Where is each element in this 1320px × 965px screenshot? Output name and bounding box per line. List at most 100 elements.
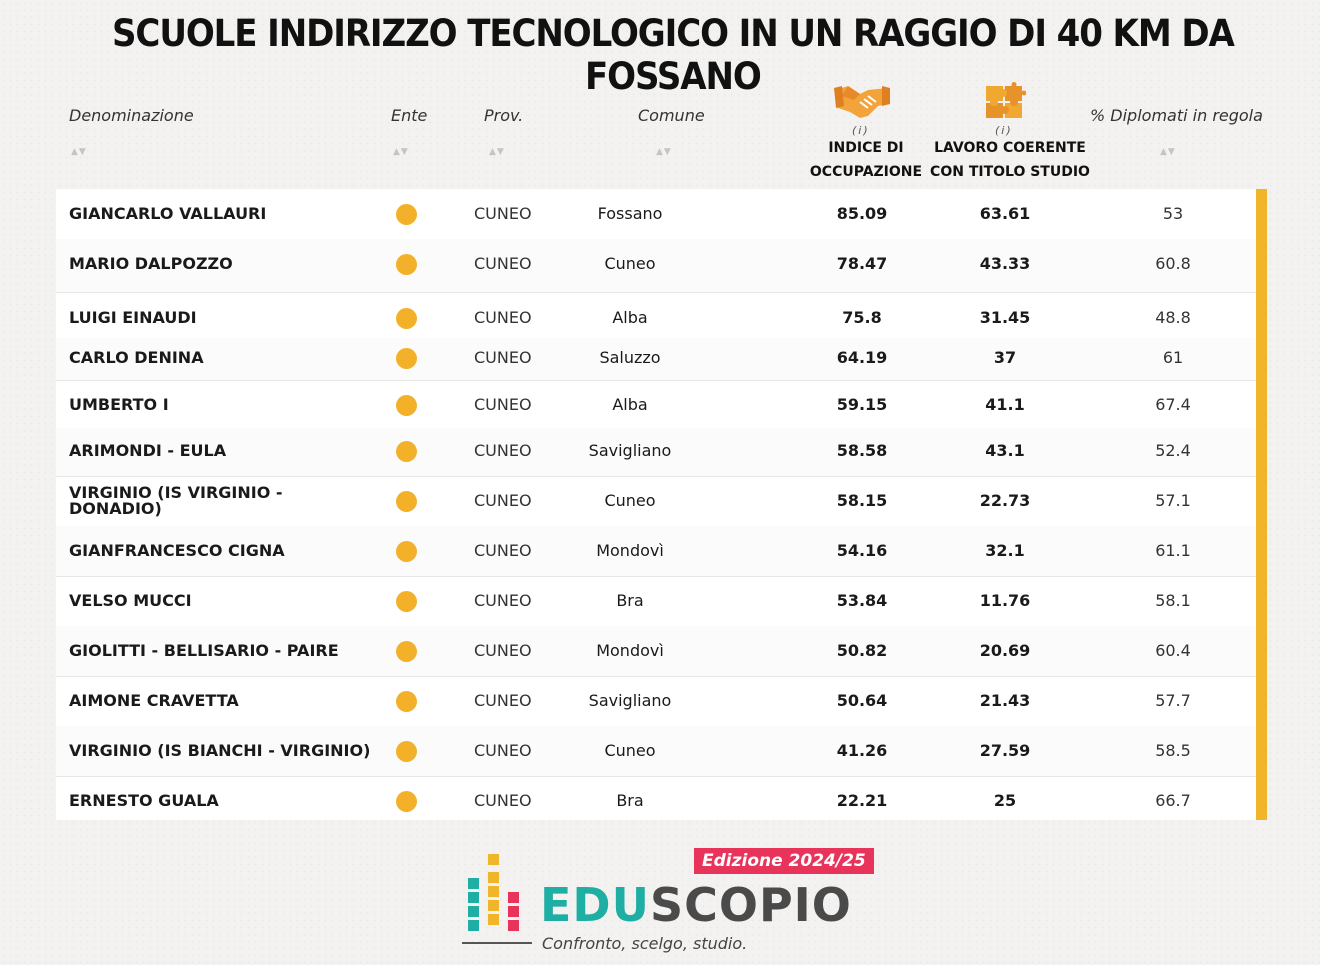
- province: CUNEO: [474, 791, 532, 810]
- ente-dot-icon: [396, 591, 417, 612]
- indice-occupazione-text: 50.82: [836, 641, 888, 660]
- diplomati-in-regola-text: 61: [1162, 348, 1184, 367]
- province-text: CUNEO: [474, 441, 532, 460]
- province: CUNEO: [474, 441, 532, 460]
- school-name[interactable]: CARLO DENINA: [69, 348, 204, 367]
- lavoro-coerente-text: 63.61: [979, 204, 1031, 223]
- school-name-text: LUIGI EINAUDI: [69, 308, 197, 327]
- sort-arrows-icon[interactable]: ▲▼: [1160, 147, 1176, 157]
- diplomati-in-regola-text: 52.4: [1155, 441, 1191, 460]
- school-name[interactable]: GIANFRANCESCO CIGNA: [69, 541, 285, 560]
- school-name-text: GIANCARLO VALLAURI: [69, 204, 267, 223]
- handshake-icon: [834, 82, 890, 126]
- column-header-ente[interactable]: Ente: [391, 106, 428, 125]
- diplomati-in-regola-text: 57.7: [1155, 691, 1191, 710]
- ente-dot-icon: [396, 691, 417, 712]
- column-header-occupazione-line2: OCCUPAZIONE: [809, 164, 923, 180]
- comune-text: Bra: [616, 791, 644, 810]
- indice-occupazione-text: 75.8: [842, 308, 882, 327]
- school-name-text: CARLO DENINA: [69, 348, 204, 367]
- province: CUNEO: [474, 691, 532, 710]
- brand-part-edu: EDU: [540, 878, 650, 932]
- table-row[interactable]: AIMONE CRAVETTA CUNEO Savigliano 50.64 21.43…: [56, 676, 1256, 727]
- comune-text: Saluzzo: [599, 348, 661, 367]
- diplomati-in-regola-text: 57.1: [1155, 491, 1191, 510]
- eduscopio-logo: Edizione 2024/25 EDUSCOPIO Confronto, sc…: [456, 848, 876, 958]
- table-row[interactable]: ERNESTO GUALA CUNEO Bra 22.21 25 66.7: [56, 776, 1256, 820]
- sort-arrows-icon[interactable]: ▲▼: [71, 147, 87, 157]
- indice-occupazione-text: 78.47: [836, 254, 888, 273]
- school-name[interactable]: MARIO DALPOZZO: [69, 254, 233, 273]
- province: CUNEO: [474, 491, 532, 510]
- table-row[interactable]: ARIMONDI - EULA CUNEO Savigliano 58.58 43.1 5…: [56, 428, 1256, 477]
- school-name-text: ERNESTO GUALA: [69, 791, 219, 810]
- comune-text: Alba: [612, 395, 648, 414]
- ente-dot-icon: [396, 791, 417, 812]
- diplomati-in-regola-text: 53: [1162, 204, 1184, 223]
- diplomati-in-regola-text: 67.4: [1155, 395, 1191, 414]
- table-row[interactable]: VIRGINIO (IS VIRGINIO - DONADIO) CUNEO Cun…: [56, 476, 1256, 527]
- table-row[interactable]: GIOLITTI - BELLISARIO - PAIRE CUNEO Mondov…: [56, 626, 1256, 677]
- school-name-text: GIOLITTI - BELLISARIO - PAIRE: [69, 641, 339, 660]
- province: CUNEO: [474, 395, 532, 414]
- school-name-text: GIANFRANCESCO CIGNA: [69, 541, 285, 560]
- table-row[interactable]: GIANFRANCESCO CIGNA CUNEO Mondovì 54.16 32.1…: [56, 526, 1256, 577]
- table-row[interactable]: GIANCARLO VALLAURI CUNEO Fossano 85.09 63.61…: [56, 189, 1256, 240]
- province-text: CUNEO: [474, 791, 532, 810]
- province-text: CUNEO: [474, 308, 532, 327]
- schools-table: GIANCARLO VALLAURI CUNEO Fossano 85.09 63.61…: [56, 189, 1256, 820]
- indice-occupazione-text: 85.09: [836, 204, 888, 223]
- ente-dot-icon: [396, 254, 417, 275]
- info-icon[interactable]: (i): [852, 124, 870, 137]
- province: CUNEO: [474, 204, 532, 223]
- column-header-diplomati[interactable]: % Diplomati in regola: [1090, 106, 1263, 125]
- school-name-text: VIRGINIO (IS VIRGINIO - DONADIO): [69, 483, 283, 518]
- column-header-occupazione[interactable]: INDICE DI OCCUPAZIONE: [808, 136, 924, 184]
- ente-dot-icon: [396, 308, 417, 329]
- lavoro-coerente-text: 27.59: [979, 741, 1031, 760]
- school-name[interactable]: VELSO MUCCI: [69, 591, 192, 610]
- table-row[interactable]: VIRGINIO (IS BIANCHI - VIRGINIO) CUNEO Cun…: [56, 726, 1256, 777]
- column-header-lavoro[interactable]: LAVORO COERENTE CON TITOLO STUDIO: [930, 136, 1090, 184]
- table-row[interactable]: CARLO DENINA CUNEO Saluzzo 64.19 37 61: [56, 338, 1256, 381]
- ente-dot-icon: [396, 641, 417, 662]
- sort-arrows-icon[interactable]: ▲▼: [656, 147, 672, 157]
- column-header-lavoro-line1: LAVORO COERENTE: [934, 140, 1086, 156]
- school-name[interactable]: GIANCARLO VALLAURI: [69, 204, 266, 223]
- column-header-denominazione[interactable]: Denominazione: [69, 106, 194, 125]
- school-name[interactable]: UMBERTO I: [69, 395, 169, 414]
- school-name[interactable]: VIRGINIO (IS VIRGINIO - DONADIO): [69, 485, 284, 517]
- school-name-text: AIMONE CRAVETTA: [69, 691, 239, 710]
- table-row[interactable]: LUIGI EINAUDI CUNEO Alba 75.8 31.45 48.8: [56, 292, 1256, 338]
- school-name[interactable]: LUIGI EINAUDI: [69, 308, 197, 327]
- indice-occupazione-text: 54.16: [836, 541, 888, 560]
- school-name[interactable]: ERNESTO GUALA: [69, 791, 219, 810]
- ente-dot-icon: [396, 441, 417, 462]
- table-row[interactable]: UMBERTO I CUNEO Alba 59.15 41.1 67.4: [56, 380, 1256, 429]
- school-name[interactable]: GIOLITTI - BELLISARIO - PAIRE: [69, 641, 339, 660]
- sort-arrows-icon[interactable]: ▲▼: [489, 147, 505, 157]
- column-header-comune[interactable]: Comune: [638, 106, 705, 125]
- school-name[interactable]: ARIMONDI - EULA: [69, 441, 226, 460]
- indice-occupazione-text: 41.26: [836, 741, 888, 760]
- province: CUNEO: [474, 591, 532, 610]
- column-header-lavoro-line2: CON TITOLO STUDIO: [930, 164, 1090, 180]
- edition-badge: Edizione 2024/25: [694, 848, 874, 874]
- lavoro-coerente-text: 43.33: [979, 254, 1031, 273]
- table-row[interactable]: VELSO MUCCI CUNEO Bra 53.84 11.76 58.1: [56, 576, 1256, 627]
- province: CUNEO: [474, 541, 532, 560]
- column-header-prov[interactable]: Prov.: [484, 106, 524, 125]
- table-row[interactable]: MARIO DALPOZZO CUNEO Cuneo 78.47 43.33 60.8: [56, 239, 1256, 293]
- scrollbar[interactable]: [1256, 189, 1267, 820]
- diplomati-in-regola-text: 58.5: [1155, 741, 1191, 760]
- ente-dot-icon: [396, 541, 417, 562]
- sort-arrows-icon[interactable]: ▲▼: [393, 147, 409, 157]
- comune-text: Mondovì: [596, 641, 664, 660]
- lavoro-coerente-text: 21.43: [979, 691, 1031, 710]
- school-name[interactable]: AIMONE CRAVETTA: [69, 691, 239, 710]
- school-name[interactable]: VIRGINIO (IS BIANCHI - VIRGINIO): [69, 741, 370, 760]
- eduscopio-bars-logo-icon: [462, 854, 532, 954]
- indice-occupazione-text: 58.58: [836, 441, 888, 460]
- page-title: SCUOLE INDIRIZZO TECNOLOGICO IN UN RAGGI…: [112, 12, 1235, 98]
- info-icon[interactable]: (i): [995, 124, 1013, 137]
